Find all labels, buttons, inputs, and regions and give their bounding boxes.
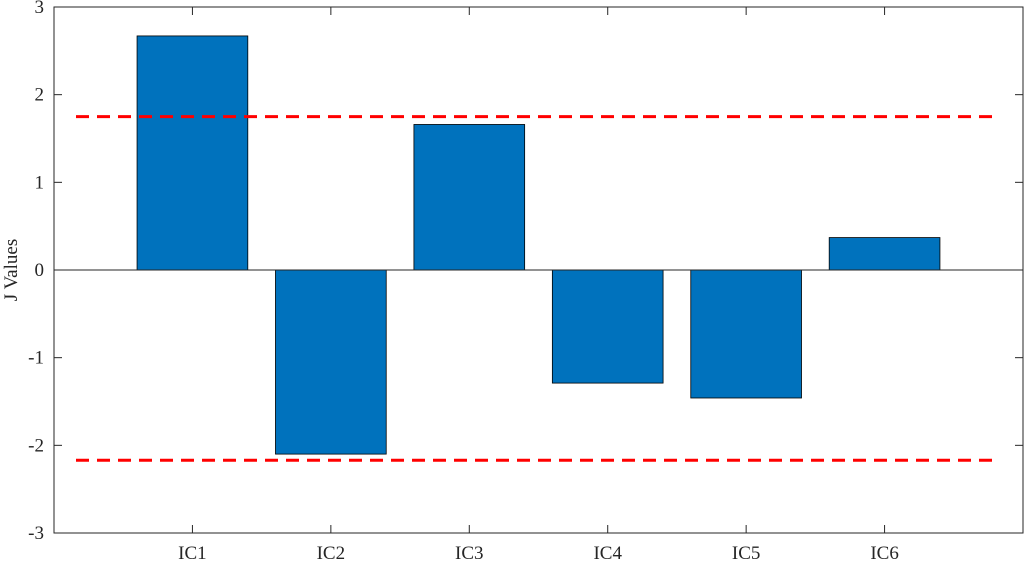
x-tick-label-ic4: IC4 bbox=[593, 543, 622, 561]
x-tick-label-ic1: IC1 bbox=[178, 543, 207, 561]
bar-ic3 bbox=[413, 124, 526, 271]
bar-ic6 bbox=[828, 237, 941, 271]
y-tick-label: 1 bbox=[35, 172, 45, 193]
y-tick-label: -1 bbox=[28, 348, 44, 369]
x-tick-label-ic5: IC5 bbox=[732, 543, 761, 561]
bar-ic4 bbox=[551, 269, 664, 384]
y-tick-label: 2 bbox=[35, 85, 45, 106]
threshold-lines-group bbox=[76, 115, 1000, 462]
x-tick-label-ic3: IC3 bbox=[455, 543, 484, 561]
bar-ic1 bbox=[136, 35, 249, 271]
bars-group bbox=[136, 35, 941, 455]
y-tick-label: -2 bbox=[28, 435, 44, 456]
bar-ic5 bbox=[690, 269, 802, 399]
bar-ic2 bbox=[275, 269, 387, 455]
y-axis-ticks: -3 -2 -1 0 1 2 3 bbox=[28, 0, 1023, 544]
x-axis-ticks: IC1 IC2 IC3 IC4 IC5 IC6 bbox=[178, 7, 899, 561]
y-tick-label: 3 bbox=[35, 0, 45, 18]
y-tick-label: 0 bbox=[35, 260, 45, 281]
x-tick-label-ic2: IC2 bbox=[317, 543, 346, 561]
y-axis-label: J Values bbox=[1, 239, 22, 301]
y-tick-label: -3 bbox=[28, 523, 44, 544]
x-tick-label-ic6: IC6 bbox=[870, 543, 899, 561]
